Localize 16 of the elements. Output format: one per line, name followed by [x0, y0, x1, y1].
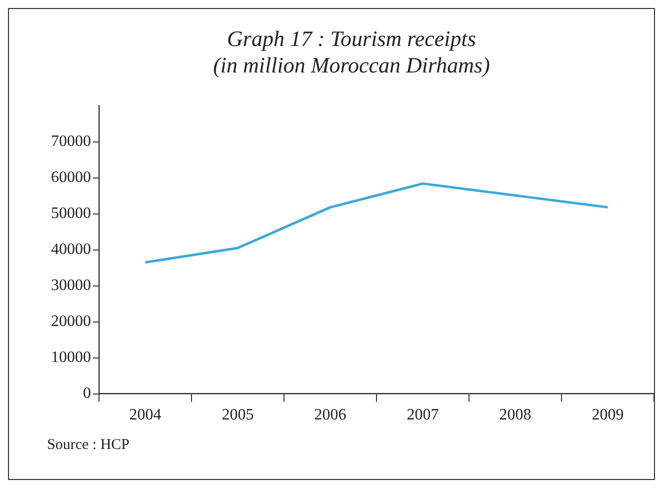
- y-tick-label: 10000: [51, 349, 91, 366]
- x-tick-label: 2004: [129, 406, 162, 424]
- y-tick-label: 20000: [51, 313, 91, 330]
- source-note: Source : HCP: [47, 437, 130, 454]
- x-tick-label: 2009: [592, 406, 624, 424]
- x-tick-label: 2005: [222, 406, 254, 424]
- chart-title: Graph 17 : Tourism receipts (in million Moroccan Dirhams): [213, 26, 490, 78]
- y-tick-label: 0: [83, 385, 91, 402]
- y-tick-label: 40000: [51, 241, 91, 258]
- y-tick-label: 30000: [51, 277, 91, 294]
- x-tick-label: 2007: [406, 406, 439, 424]
- x-tick-label: 2008: [499, 406, 532, 424]
- y-tick-label: 50000: [51, 205, 91, 222]
- x-tick-label: 2006: [314, 406, 346, 424]
- y-tick-label: 70000: [51, 133, 91, 150]
- y-tick-label: 60000: [51, 169, 91, 186]
